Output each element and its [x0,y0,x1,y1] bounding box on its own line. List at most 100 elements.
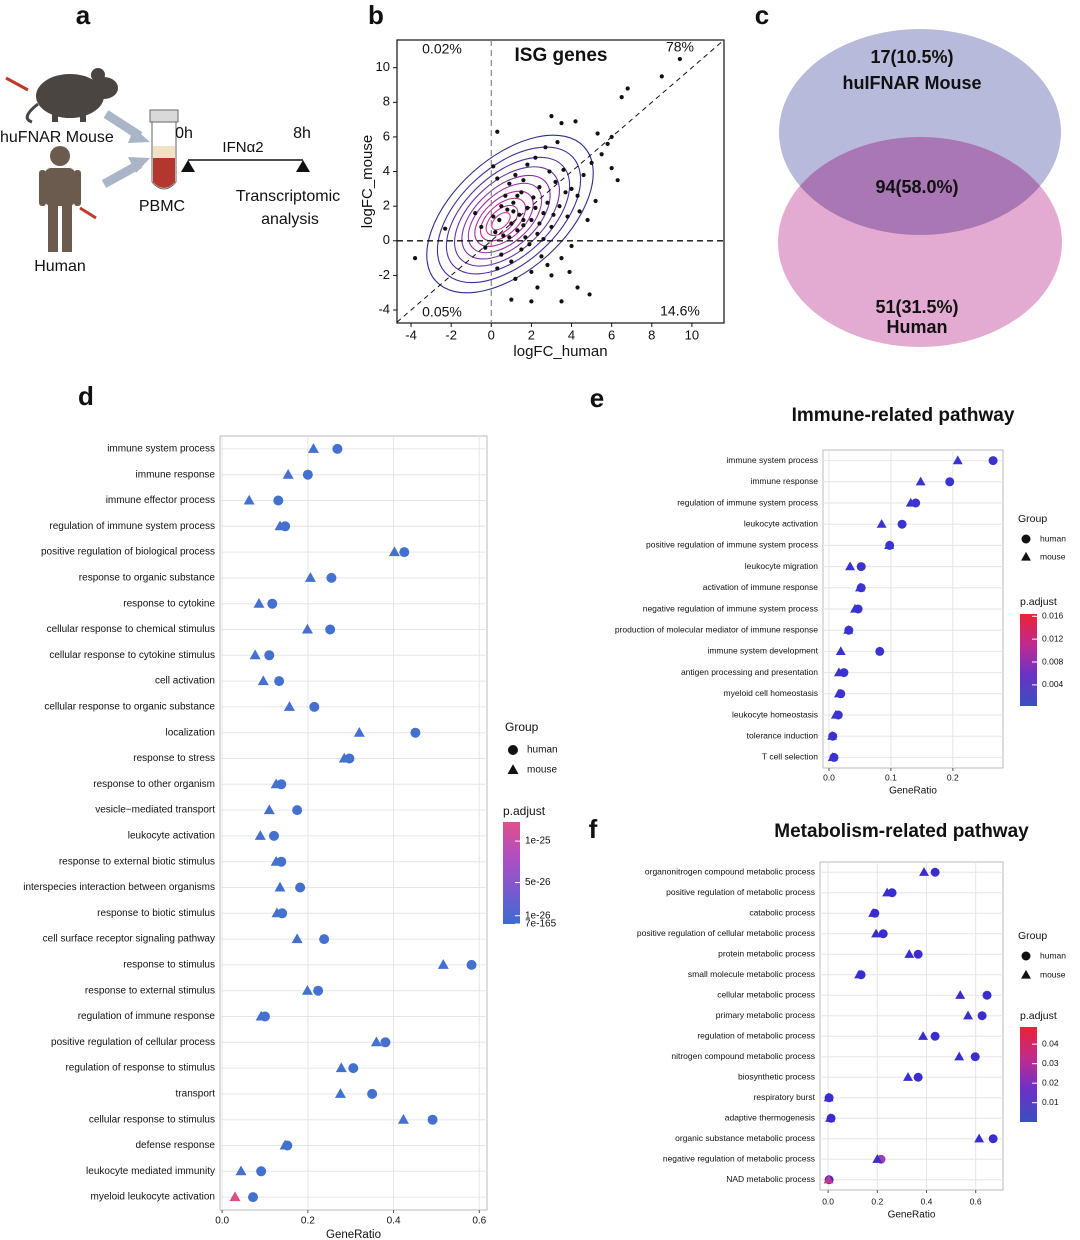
legend-label: mouse [1040,551,1066,561]
identity-line [396,39,725,323]
triangle-marker [974,1133,985,1143]
circle-marker [269,830,279,841]
triangle-marker [904,949,915,958]
point [569,186,574,191]
point [575,193,580,198]
category-label: biosynthetic process [738,1072,815,1082]
triangle-marker [437,959,449,969]
triangle-marker [397,1113,409,1124]
circle-marker [982,990,992,1000]
point [619,95,624,100]
point [499,252,504,257]
triangle-marker [835,646,846,655]
circle-marker [292,805,303,816]
circle-marker [508,745,518,755]
quadrant-annotation: 14.6% [660,303,700,319]
colorbar-tick-label: 0.02 [1042,1077,1059,1087]
category-label: T cell selection [762,752,818,762]
category-label: myeloid cell homeostasis [724,688,818,698]
category-label: immune response [750,476,818,486]
y-tick-label: 4 [383,163,390,178]
category-label: regulation of metabolic process [697,1031,815,1041]
point [507,235,512,240]
triangle-marker [507,764,519,774]
panel-label: d [78,381,94,411]
circle-marker [267,598,278,609]
y-tick-label: 10 [376,59,390,74]
category-label: immune system development [707,646,818,656]
circle-marker [913,1072,923,1082]
plot-frame [396,39,725,324]
time-marker [181,160,195,172]
panel-label: c [755,0,769,30]
x-tick-label: 0.4 [387,1216,401,1227]
triangle-marker [283,701,295,711]
circle-marker [256,1166,267,1177]
circle-marker [897,519,907,529]
category-label: response to stimulus [123,960,215,971]
point [565,214,570,219]
category-label: small molecule metabolic process [688,969,815,979]
triangle-marker [833,688,844,698]
category-label: response to external stimulus [85,985,215,996]
category-label: vesicle−mediated transport [95,805,215,816]
triangle-marker [249,649,261,660]
point [501,233,506,238]
category-label: leukocyte mediated immunity [86,1166,215,1177]
human-label: Human [34,258,86,275]
triangle-marker [301,623,313,634]
x-axis-label: GeneRatio [888,1210,936,1221]
triangle-marker [370,1036,382,1047]
point [507,181,512,186]
colorbar-tick-label: 0.04 [1042,1038,1059,1048]
point [529,269,534,275]
x-tick-label: 0 [488,327,495,342]
point [677,56,682,62]
x-axis-label: GeneRatio [326,1229,381,1240]
category-label: catabolic process [749,908,815,918]
triangle-marker [843,625,854,634]
circle-marker [326,572,337,583]
point [473,210,478,216]
category-label: tolerance induction [747,730,819,740]
circle-marker [325,624,336,635]
mouse-icon [25,68,118,124]
category-label: organonitrogen compound metabolic proces… [645,867,815,877]
circle-marker [313,985,324,996]
category-label: leukocyte activation [744,518,818,528]
circle-marker [913,949,923,959]
triangle-marker [903,1072,914,1081]
contour [436,146,582,284]
triangle-marker [291,933,303,944]
point [549,114,554,119]
contour [445,156,571,275]
colorbar-tick-label: 1e-26 [525,910,551,921]
triangle-marker [304,572,316,582]
triangle-marker [274,881,286,892]
circle-marker [1021,534,1031,544]
category-label: leukocyte homeostasis [732,709,818,719]
point [519,247,524,252]
category-label: positive regulation of immune system pro… [646,540,818,550]
colorbar-tick-label: 0.01 [1042,1097,1059,1107]
colorbar-tick-label: 0.008 [1042,656,1064,666]
y-tick-label: -4 [378,301,390,316]
category-label: localization [166,727,215,738]
triangle-marker [850,603,860,613]
circle-marker [367,1088,378,1099]
point [495,176,500,181]
x-tick-label: 4 [568,327,575,342]
colorbar [1020,614,1037,706]
point [493,230,498,235]
point [599,152,604,157]
contour [461,174,551,260]
point [533,155,538,160]
triangle-marker [823,1174,834,1184]
point [503,193,508,198]
point [509,259,514,264]
chart-title: Immune-related pathway [792,405,1015,426]
category-label: leukocyte activation [128,831,215,842]
quadrant-annotation: 0.02% [422,41,462,57]
x-tick-label: 0.2 [947,772,959,782]
circle-marker [466,959,477,970]
